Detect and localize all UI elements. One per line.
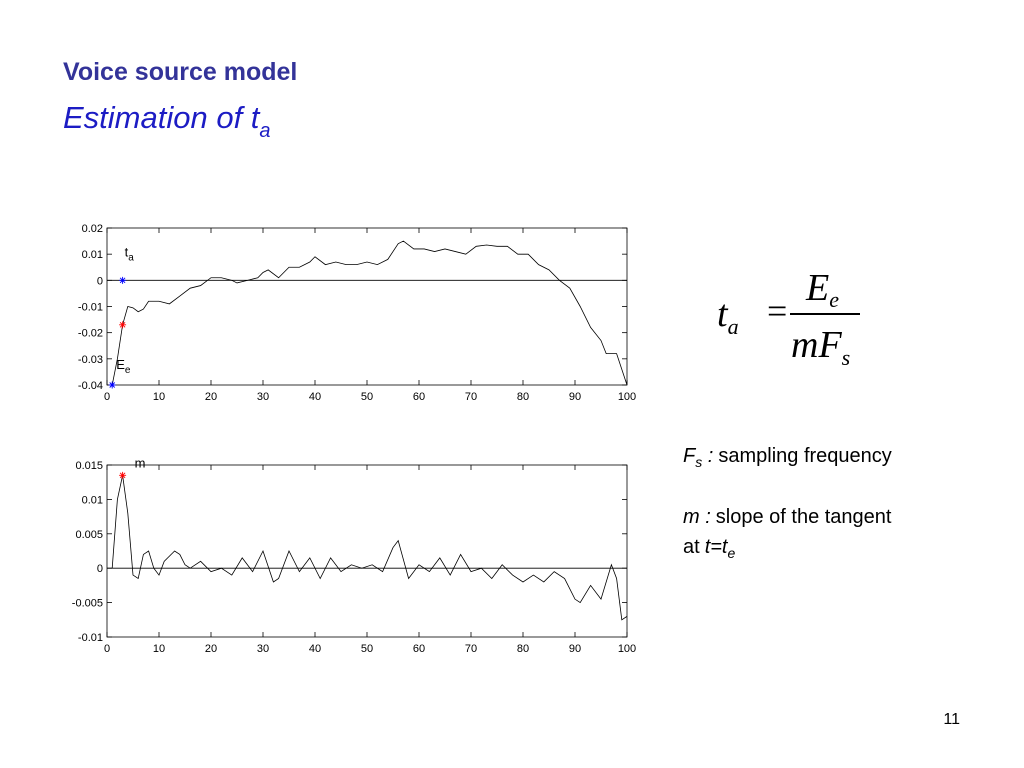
y-tick-label: -0.01 <box>78 302 103 314</box>
def-sep: : <box>702 445 713 467</box>
def-term-sub: s <box>695 454 702 470</box>
x-tick-label: 100 <box>618 643 636 655</box>
def-text: at <box>683 536 700 558</box>
y-tick-label: 0 <box>97 563 103 575</box>
formula: ta = Ee mFs <box>717 267 860 370</box>
definition: Fs : sampling frequency <box>683 445 892 470</box>
definition: at t=te <box>683 536 735 561</box>
x-tick-label: 40 <box>309 643 321 655</box>
plot-area <box>106 464 628 638</box>
x-tick-label: 10 <box>153 643 165 655</box>
den: mF <box>791 324 842 366</box>
y-tick-label: 0 <box>97 275 103 287</box>
x-tick-label: 0 <box>104 391 110 403</box>
x-tick-label: 30 <box>257 391 269 403</box>
star-marker <box>119 471 127 479</box>
formula-equals: = <box>767 291 787 331</box>
x-tick-label: 90 <box>569 643 581 655</box>
x-tick-label: 20 <box>205 391 217 403</box>
chart: 0 10 20 30 40 50 60 70 80 90 1000.0150.010.0050-0.… <box>72 455 636 655</box>
x-tick-label: 70 <box>465 391 477 403</box>
slide-title: Voice source model <box>63 58 297 86</box>
y-tick-label: 0.01 <box>82 249 103 261</box>
def-term: m : <box>683 506 711 528</box>
num-sub: e <box>829 287 839 312</box>
marker-label: Ee <box>116 357 131 376</box>
subtitle-text: Estimation of t <box>63 100 261 135</box>
x-tick-label: 100 <box>618 391 636 403</box>
formula-lhs: ta <box>717 293 739 339</box>
label-sub: a <box>128 252 134 263</box>
star-marker <box>119 276 127 284</box>
y-tick-label: -0.04 <box>78 380 103 392</box>
y-tick-label: -0.02 <box>78 328 103 340</box>
y-tick-label: -0.005 <box>72 598 103 610</box>
lhs: t <box>717 293 729 335</box>
label-text: t <box>125 244 129 259</box>
label-sub: e <box>125 365 131 376</box>
y-tick-label: 0.01 <box>82 494 103 506</box>
def-text: slope of the tangent <box>716 506 892 528</box>
y-tick-label: 0.005 <box>75 529 103 541</box>
x-tick-label: 20 <box>205 643 217 655</box>
definition: m : slope of the tangent <box>683 506 892 528</box>
y-tick-label: -0.01 <box>78 632 103 644</box>
star-marker <box>108 381 116 389</box>
subtitle-sub: a <box>259 120 270 142</box>
data-line <box>111 240 628 386</box>
marker-label: ta <box>125 244 135 263</box>
x-tick-label: 90 <box>569 391 581 403</box>
lhs-sub: a <box>728 314 739 339</box>
x-tick-label: 50 <box>361 643 373 655</box>
den-sub: s <box>842 345 851 370</box>
def-term: F <box>683 445 697 467</box>
x-tick-label: 40 <box>309 391 321 403</box>
def-term: t=t <box>705 536 729 558</box>
page-number: 11 <box>943 711 960 728</box>
marker-label: m <box>135 455 146 470</box>
x-tick-label: 80 <box>517 391 529 403</box>
label-text: m <box>135 455 146 470</box>
x-tick-label: 0 <box>104 643 110 655</box>
x-tick-label: 10 <box>153 391 165 403</box>
y-tick-label: -0.03 <box>78 354 103 366</box>
x-tick-label: 80 <box>517 643 529 655</box>
num: E <box>805 267 829 309</box>
x-tick-label: 60 <box>413 643 425 655</box>
def-text: sampling frequency <box>718 445 891 467</box>
y-tick-label: 0.02 <box>82 223 103 235</box>
x-tick-label: 70 <box>465 643 477 655</box>
formula-num: Ee <box>805 267 839 312</box>
x-tick-label: 60 <box>413 391 425 403</box>
label-text: E <box>116 357 125 372</box>
y-tick-label: 0.015 <box>75 460 103 472</box>
x-tick-label: 50 <box>361 391 373 403</box>
plot-area <box>106 227 628 386</box>
def-term-sub: e <box>727 545 735 561</box>
formula-den: mFs <box>791 324 850 370</box>
data-line <box>111 475 628 621</box>
slide-subtitle: Estimation of ta <box>63 100 271 142</box>
chart: 0 10 20 30 40 50 60 70 80 90 100 0.02 0.01 0 -0.01 -0.0… <box>78 223 636 403</box>
star-marker <box>119 321 127 329</box>
x-tick-label: 30 <box>257 643 269 655</box>
